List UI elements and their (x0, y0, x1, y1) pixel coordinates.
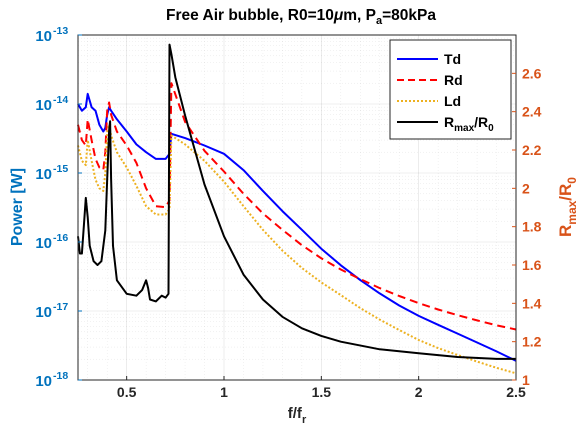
right-tick-label-5: 2 (522, 180, 530, 196)
right-tick-label-2: 1.4 (522, 295, 542, 311)
legend-item-td: Td (397, 51, 461, 67)
legend: Td Rd Ld Rmax/R0 (389, 39, 512, 140)
right-axis-ticks: 1 1.2 1.4 1.6 1.8 2 2.2 2.4 2.6 (512, 65, 542, 388)
x-tick-label-3: 2 (415, 384, 423, 400)
left-tick-exp-5: -13 (53, 25, 68, 37)
series-line-r-max-r-0 (77, 43, 516, 360)
legend-label-td: Td (444, 51, 461, 67)
legend-item-ld: Ld (397, 93, 461, 109)
left-axis-label: Power [W] (9, 168, 26, 246)
legend-label-rmax: Rmax/R0 (444, 114, 494, 134)
right-tick-label-0: 1 (522, 372, 530, 388)
right-tick-label-1: 1.2 (522, 334, 542, 350)
series-line-ld (77, 123, 517, 375)
x-tick-label-2: 1.5 (312, 384, 332, 400)
left-tick-label-3: 10 (35, 166, 52, 183)
left-tick-label-5: 10 (35, 28, 52, 45)
right-tick-label-6: 2.2 (522, 142, 542, 158)
plot-frame (77, 34, 517, 381)
right-tick-label-7: 2.4 (522, 104, 542, 120)
left-tick-label-0: 10 (35, 373, 52, 390)
right-tick-label-3: 1.6 (522, 257, 542, 273)
left-tick-exp-2: -16 (53, 232, 68, 244)
legend-item-rd: Rd (397, 72, 463, 88)
x-tick-label-0: 0.5 (117, 384, 137, 400)
left-tick-label-1: 10 (35, 304, 52, 321)
left-tick-exp-0: -18 (53, 370, 68, 382)
right-tick-label-4: 1.8 (522, 219, 542, 235)
series-layer (77, 43, 517, 375)
x-axis-ticks: 0.5 1 1.5 2 2.5 (117, 376, 526, 400)
x-tick-label-1: 1 (220, 384, 228, 400)
legend-item-rmax: Rmax/R0 (397, 114, 494, 134)
x-tick-label-4: 2.5 (506, 384, 526, 400)
chart-title: Free Air bubble, R0=10μm, Pa=80kPa (166, 7, 436, 27)
right-axis-label: Rmax/R0 (556, 177, 579, 237)
left-tick-label-2: 10 (35, 235, 52, 252)
left-tick-exp-4: -14 (53, 94, 68, 106)
left-tick-label-4: 10 (35, 97, 52, 114)
right-tick-label-8: 2.6 (522, 65, 542, 81)
legend-label-rd: Rd (444, 72, 463, 88)
x-axis-label: f/fr (288, 405, 307, 426)
legend-label-ld: Ld (444, 93, 461, 109)
left-tick-exp-1: -17 (53, 301, 68, 313)
left-tick-exp-3: -15 (53, 163, 68, 175)
